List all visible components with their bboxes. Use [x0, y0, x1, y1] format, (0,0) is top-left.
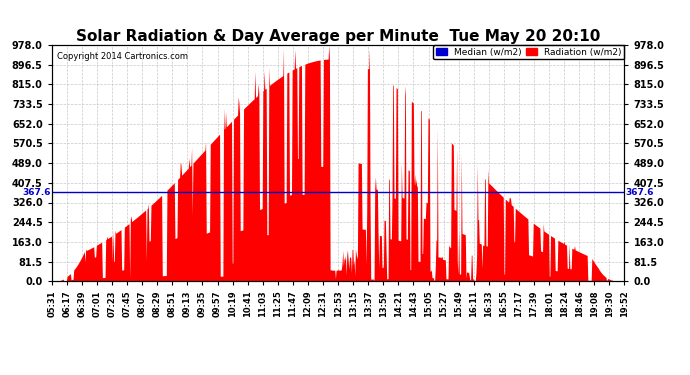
Text: 367.6: 367.6	[625, 188, 653, 197]
Legend: Median (w/m2), Radiation (w/m2): Median (w/m2), Radiation (w/m2)	[433, 45, 624, 59]
Title: Solar Radiation & Day Average per Minute  Tue May 20 20:10: Solar Radiation & Day Average per Minute…	[76, 29, 600, 44]
Text: 367.6: 367.6	[23, 188, 51, 197]
Text: Copyright 2014 Cartronics.com: Copyright 2014 Cartronics.com	[57, 52, 188, 61]
